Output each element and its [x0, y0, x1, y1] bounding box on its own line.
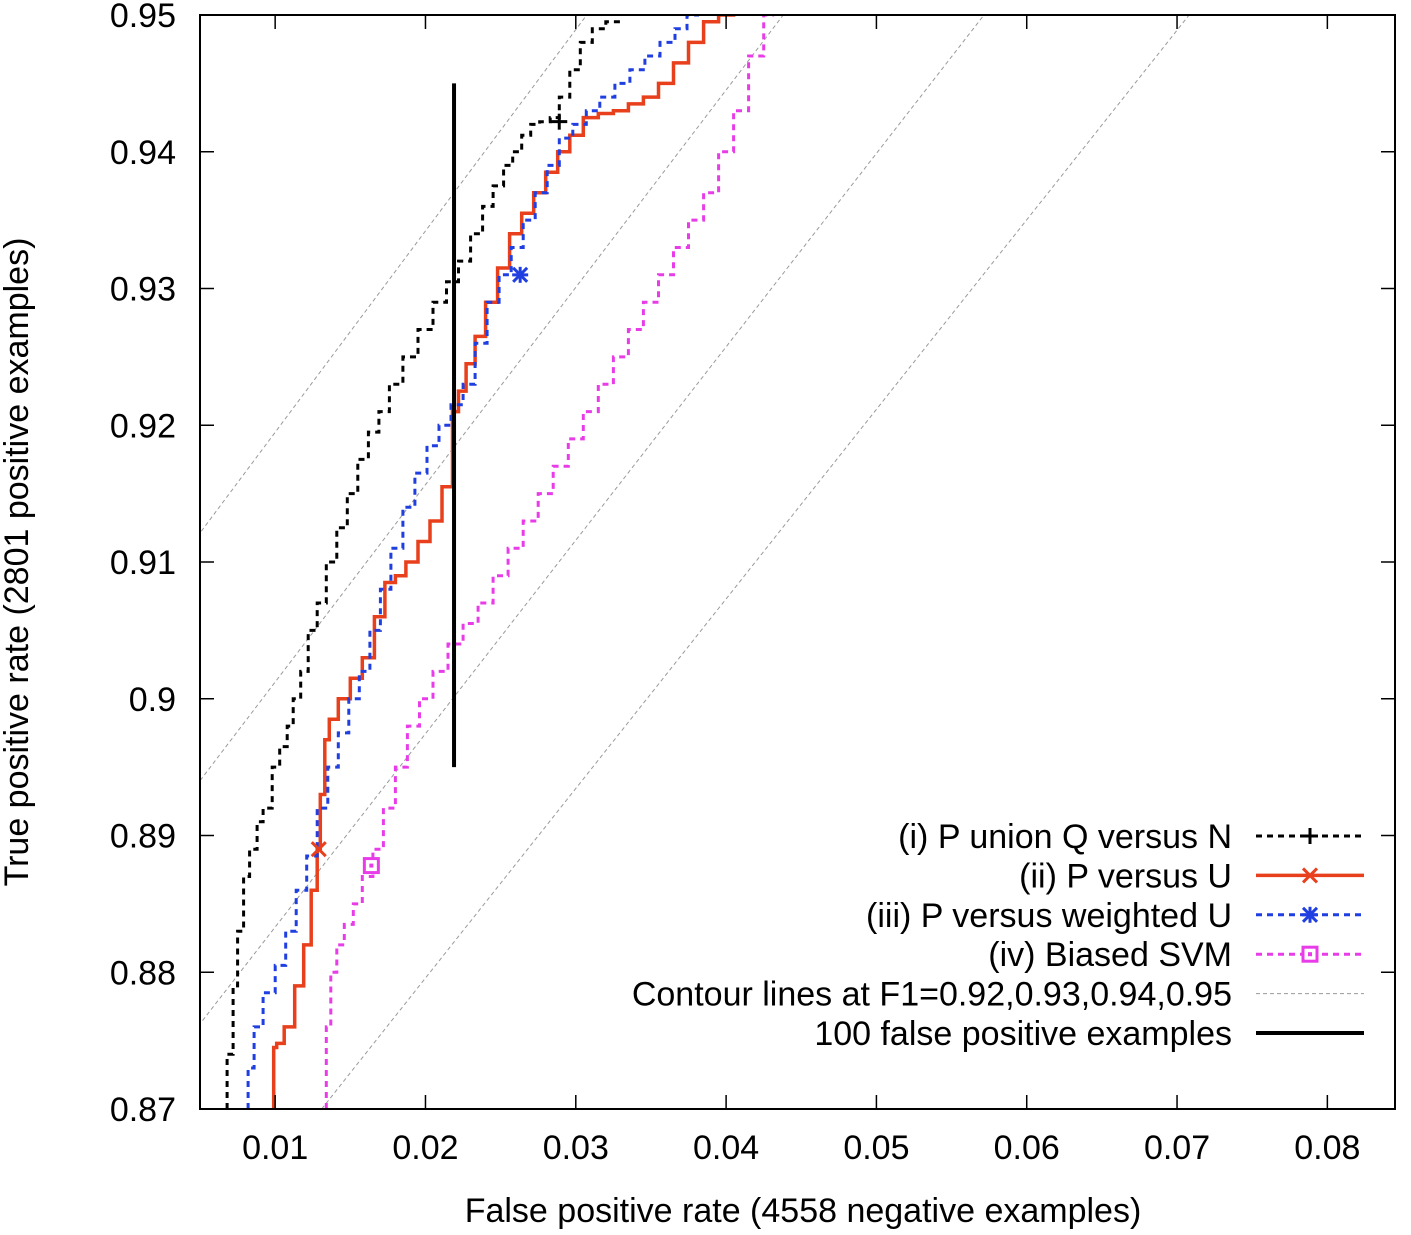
legend-entry-p-versus-weighted-u-marker [1301, 906, 1319, 923]
x-tick-label: 0.02 [392, 1129, 458, 1167]
series-p-versus-weighted-u-line [246, 15, 699, 1109]
legend-entry-p-union-q: (i) P union Q versus N [898, 818, 1364, 856]
contour-layer [200, 15, 1190, 1109]
y-tick-label: 0.91 [110, 544, 176, 582]
x-tick-label: 0.05 [843, 1129, 909, 1167]
y-tick-label: 0.93 [110, 271, 176, 309]
series-layer [225, 15, 775, 1109]
series-p-union-q-marker [551, 113, 568, 130]
legend-entry-p-versus-u-label: (ii) P versus U [1019, 857, 1232, 895]
legend: (i) P union Q versus N(ii) P versus U(ii… [632, 818, 1364, 1053]
x-tick-label: 0.07 [1144, 1129, 1210, 1167]
legend-entry-100-false-positive-label: 100 false positive examples [814, 1015, 1232, 1053]
legend-entry-biased-svm-marker-dot [1308, 952, 1312, 957]
series-p-versus-weighted-u-marker [512, 266, 529, 283]
y-tick-label: 0.94 [110, 134, 176, 172]
series-p-versus-u-line [271, 15, 736, 1109]
legend-entry-biased-svm-label: (iv) Biased SVM [988, 936, 1232, 974]
f1-contour-line [321, 15, 1190, 1109]
series-biased-svm-marker [362, 857, 380, 875]
legend-entry-100-false-positive: 100 false positive examples [814, 1015, 1364, 1053]
y-tick-label: 0.89 [110, 818, 176, 856]
x-axis-label: False positive rate (4558 negative examp… [465, 1192, 1142, 1230]
y-axis-label: True positive rate (2801 positive exampl… [0, 238, 36, 887]
y-tick-label: 0.87 [110, 1091, 176, 1129]
legend-entry-p-versus-u-marker-d2 [1301, 867, 1319, 884]
x-tick-label: 0.06 [994, 1129, 1060, 1167]
marker-layer [310, 113, 568, 875]
x-tick-label: 0.01 [242, 1129, 308, 1167]
series-p-versus-u-marker-d2 [310, 841, 327, 858]
y-tick-label: 0.92 [110, 407, 176, 445]
legend-entry-p-versus-weighted-u-label: (iii) P versus weighted U [866, 897, 1232, 935]
series-p-versus-u-marker [310, 841, 327, 858]
x-tick-label: 0.08 [1294, 1129, 1360, 1167]
legend-entry-p-union-q-label: (i) P union Q versus N [898, 818, 1232, 856]
legend-entry-biased-svm: (iv) Biased SVM [988, 936, 1364, 974]
legend-entry-contour-lines: Contour lines at F1=0.92,0.93,0.94,0.95 [632, 976, 1364, 1014]
y-tick-label: 0.88 [110, 954, 176, 992]
series-p-union-q-line [225, 20, 621, 1109]
legend-entry-p-versus-weighted-u: (iii) P versus weighted U [866, 897, 1364, 935]
legend-entry-contour-lines-label: Contour lines at F1=0.92,0.93,0.94,0.95 [632, 976, 1232, 1014]
x-tick-label: 0.04 [693, 1129, 759, 1167]
legend-entry-p-union-q-marker [1302, 828, 1318, 844]
legend-entry-p-versus-u-marker [1301, 867, 1319, 884]
series-biased-svm-marker-dot [369, 863, 374, 868]
tick-layer: 0.01 0.02 0.03 0.04 0.05 0.06 0.07 0.08 0.87 0.88… [110, 0, 1395, 1167]
y-tick-label: 0.95 [110, 0, 176, 35]
f1-contour-line [200, 15, 784, 782]
legend-entry-p-versus-u: (ii) P versus U [1019, 857, 1364, 895]
x-tick-label: 0.03 [543, 1129, 609, 1167]
y-tick-label: 0.9 [129, 681, 176, 719]
f1-contour-line [200, 15, 588, 534]
legend-entry-biased-svm-marker [1301, 945, 1319, 963]
